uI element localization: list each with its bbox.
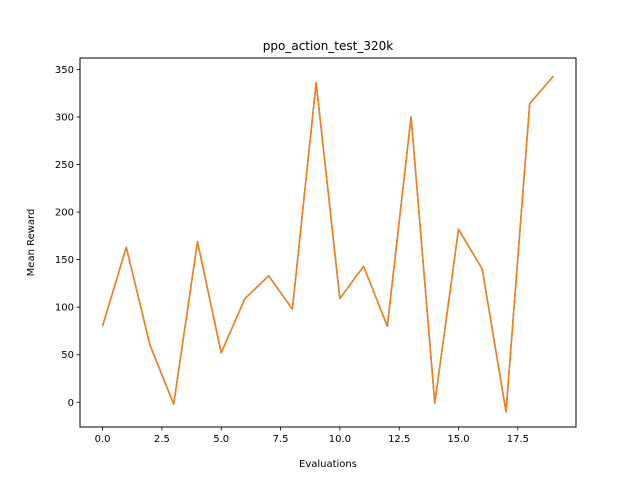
y-tick-label: 200	[55, 208, 74, 219]
x-tick-label: 2.5	[154, 434, 170, 445]
y-tick-label: 100	[55, 303, 74, 314]
x-axis-ticks: 0.0 2.5 5.0 7.5 10.0 12.5 15.0 17.5	[95, 427, 529, 445]
y-tick-label: 50	[61, 350, 74, 361]
x-tick-label: 10.0	[329, 434, 351, 445]
x-tick-label: 7.5	[273, 434, 289, 445]
y-axis-ticks: 0 50 100 150 200 250 300 350	[55, 65, 80, 409]
series-layer	[101, 75, 555, 413]
y-tick-label: 300	[55, 112, 74, 123]
x-tick-label: 5.0	[213, 434, 229, 445]
chart-title: ppo_action_test_320k	[263, 39, 393, 53]
y-tick-label: 0	[68, 398, 74, 409]
x-tick-label: 15.0	[447, 434, 469, 445]
x-tick-label: 17.5	[507, 434, 529, 445]
x-tick-label: 12.5	[388, 434, 410, 445]
y-tick-label: 150	[55, 255, 74, 266]
y-axis-label: Mean Reward	[26, 209, 37, 277]
x-axis-label: Evaluations	[299, 459, 357, 470]
x-tick-label: 0.0	[95, 434, 111, 445]
y-tick-label: 350	[55, 65, 74, 76]
series-line-2	[101, 75, 555, 413]
plot-frame	[79, 57, 577, 428]
y-tick-label: 250	[55, 160, 74, 171]
